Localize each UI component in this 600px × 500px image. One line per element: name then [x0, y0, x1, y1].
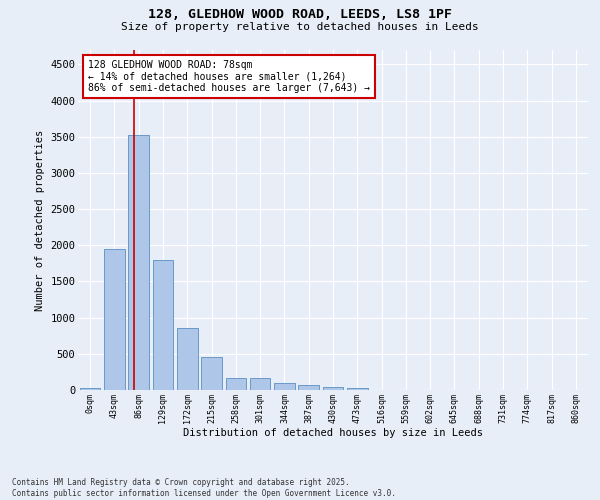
X-axis label: Distribution of detached houses by size in Leeds: Distribution of detached houses by size …: [183, 428, 483, 438]
Text: Size of property relative to detached houses in Leeds: Size of property relative to detached ho…: [121, 22, 479, 32]
Bar: [80, 388, 100, 390]
Bar: [226, 378, 246, 390]
Bar: [347, 388, 368, 390]
Bar: [298, 386, 319, 390]
Text: Contains HM Land Registry data © Crown copyright and database right 2025.
Contai: Contains HM Land Registry data © Crown c…: [12, 478, 396, 498]
Bar: [177, 328, 197, 390]
Bar: [274, 384, 295, 390]
Bar: [201, 358, 222, 390]
Text: 128, GLEDHOW WOOD ROAD, LEEDS, LS8 1PF: 128, GLEDHOW WOOD ROAD, LEEDS, LS8 1PF: [148, 8, 452, 20]
Bar: [323, 388, 343, 390]
Text: 128 GLEDHOW WOOD ROAD: 78sqm
← 14% of detached houses are smaller (1,264)
86% of: 128 GLEDHOW WOOD ROAD: 78sqm ← 14% of de…: [88, 60, 370, 94]
Bar: [250, 378, 271, 390]
Bar: [128, 136, 149, 390]
Y-axis label: Number of detached properties: Number of detached properties: [35, 130, 44, 310]
Bar: [104, 249, 125, 390]
Bar: [152, 260, 173, 390]
